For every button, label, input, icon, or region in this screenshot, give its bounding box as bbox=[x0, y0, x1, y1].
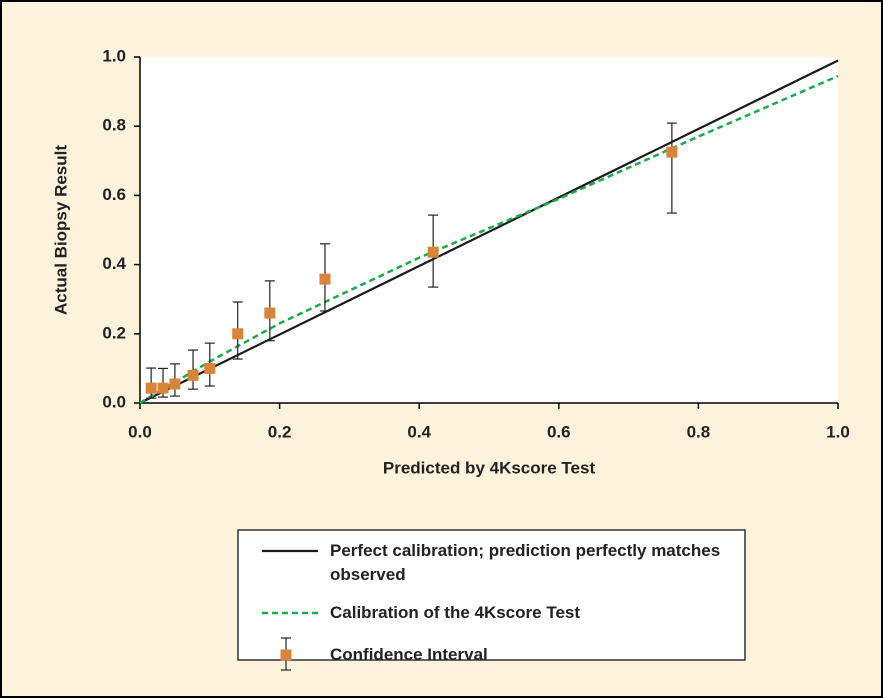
point bbox=[232, 328, 244, 340]
point bbox=[145, 382, 157, 394]
legend-swatch bbox=[280, 649, 292, 661]
point bbox=[319, 273, 331, 285]
x-tick-label: 0.8 bbox=[687, 422, 711, 441]
x-tick-label: 0.2 bbox=[268, 422, 292, 441]
point bbox=[666, 146, 678, 158]
legend-label: Calibration of the 4Kscore Test bbox=[330, 603, 581, 622]
y-tick-label: 0.8 bbox=[102, 116, 126, 135]
legend-box bbox=[237, 529, 746, 661]
y-tick-label: 0.2 bbox=[102, 323, 126, 342]
point bbox=[157, 382, 169, 394]
point bbox=[169, 378, 181, 390]
point bbox=[427, 246, 439, 258]
point bbox=[264, 307, 276, 319]
x-tick-label: 1.0 bbox=[826, 422, 850, 441]
point bbox=[204, 362, 216, 374]
x-tick-label: 0.4 bbox=[407, 422, 431, 441]
x-tick-label: 0.6 bbox=[547, 422, 571, 441]
legend-label: Confidence Interval bbox=[330, 645, 488, 664]
y-tick-label: 0.6 bbox=[102, 185, 126, 204]
y-tick-label: 0.0 bbox=[102, 392, 126, 411]
y-axis-label: Actual Biopsy Result bbox=[51, 145, 70, 315]
x-tick-label: 0.0 bbox=[128, 422, 152, 441]
y-tick-label: 1.0 bbox=[102, 46, 126, 65]
series-line bbox=[139, 59, 839, 404]
x-axis-label: Predicted by 4Kscore Test bbox=[383, 458, 596, 477]
y-tick-label: 0.4 bbox=[102, 254, 126, 273]
point bbox=[187, 369, 199, 381]
legend-label: Perfect calibration; prediction perfectl… bbox=[330, 541, 721, 584]
